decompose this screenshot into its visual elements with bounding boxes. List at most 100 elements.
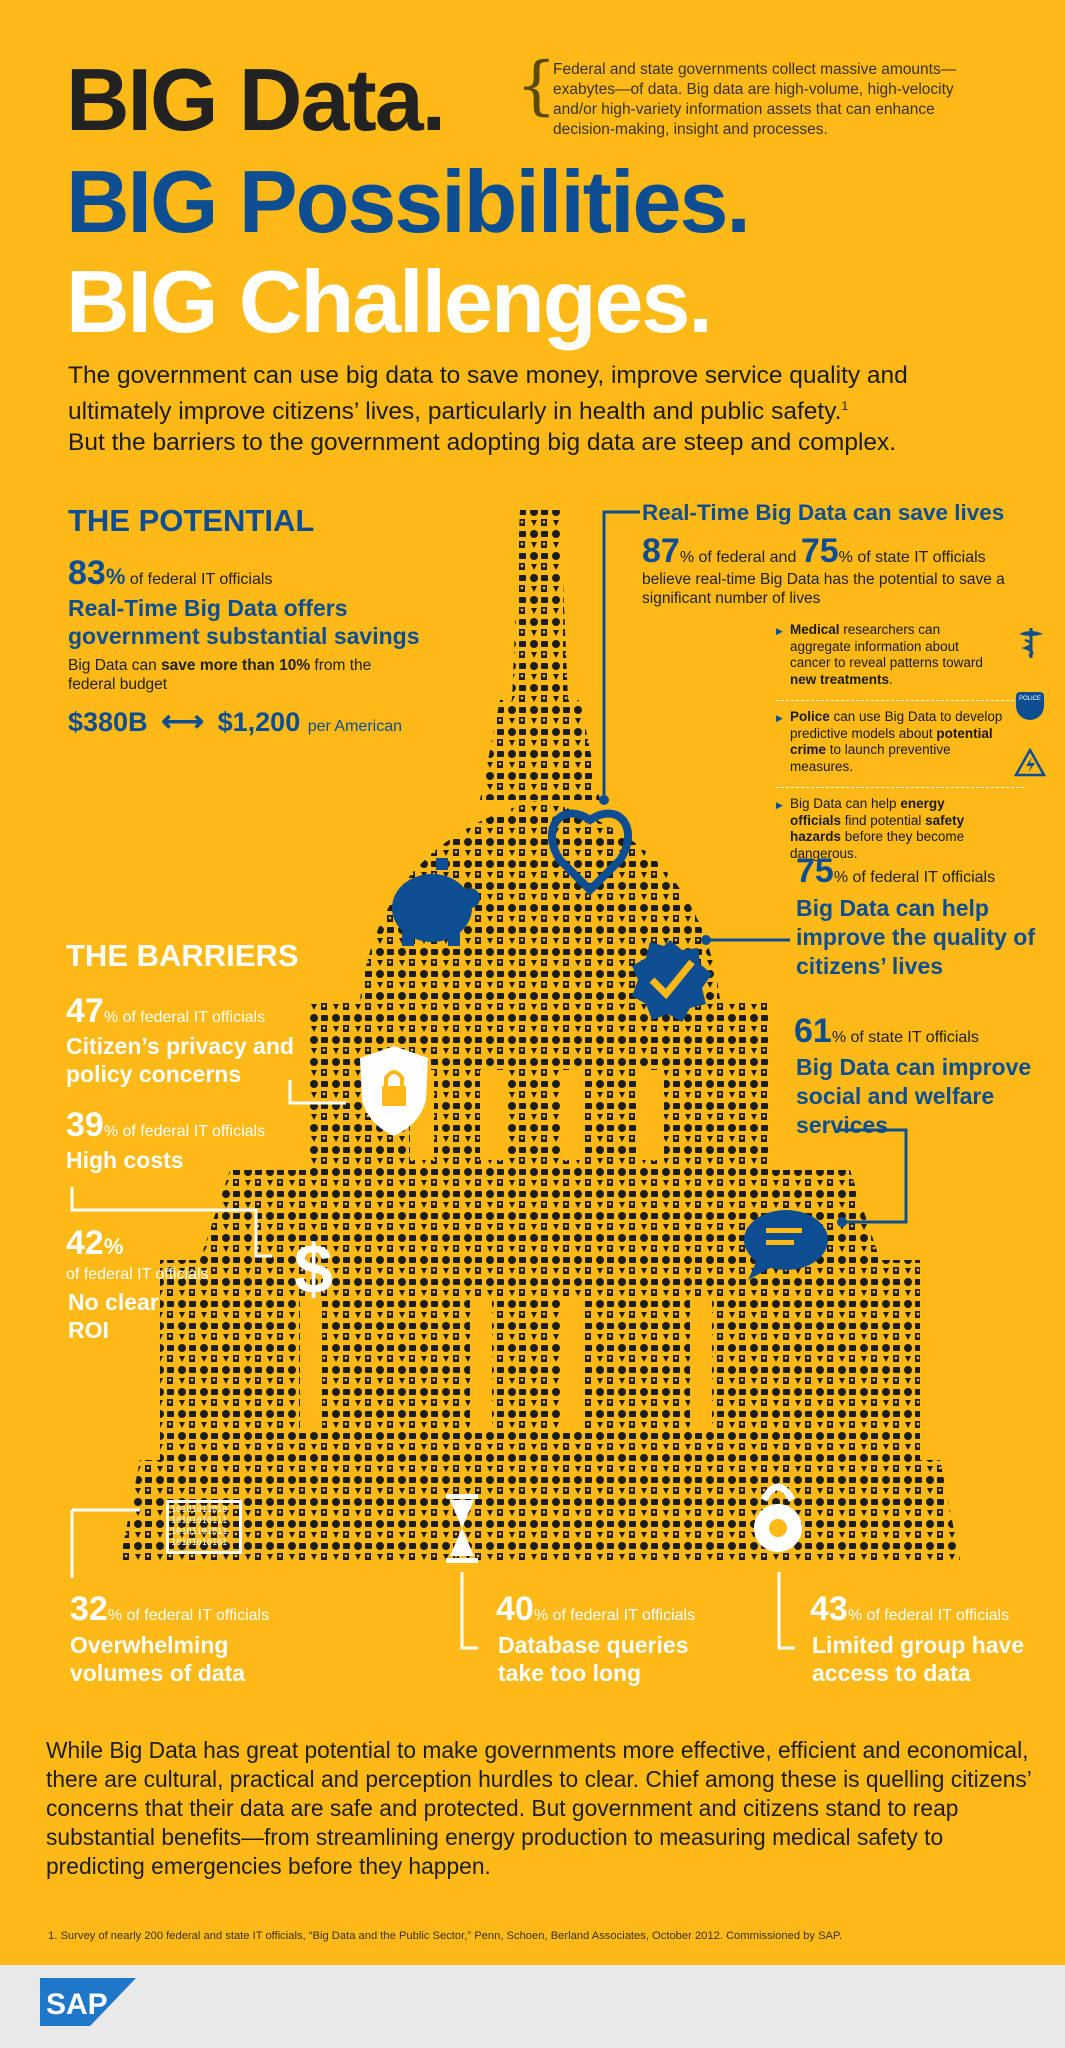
bullet-text: researchers can aggregate information ab…	[790, 622, 983, 670]
capitol-pillars	[300, 1070, 712, 1430]
binary-line: 10101010101	[171, 1538, 228, 1548]
barrier-stat-privacy: 47% of federal IT officials	[66, 992, 265, 1031]
amount-per-person: $1,200	[217, 707, 301, 737]
potential-title: THE POTENTIAL	[68, 503, 315, 538]
quality-pct-label: % of federal IT officials	[833, 869, 996, 886]
dollar-sign-icon: $	[294, 1230, 333, 1308]
hourglass-icon	[446, 1494, 478, 1563]
barrier-pct: 47	[66, 992, 104, 1030]
potential-detail-pre: Big Data can	[68, 657, 162, 674]
bullet-police: Police can use Big Data to develop predi…	[776, 709, 1006, 775]
barrier-claim-privacy: Citizen’s privacy and policy concerns	[66, 1033, 294, 1087]
save-lives-pct2: 75	[800, 532, 839, 570]
barrier-pct-label: % of federal IT officials	[847, 1607, 1010, 1624]
intro-side-text: Federal and state governments collect ma…	[553, 61, 957, 138]
binary-data-box: 10101011010 10101010111 10101101011 1010…	[166, 1500, 242, 1554]
barriers-title: THE BARRIERS	[66, 938, 299, 973]
bullet-divider	[776, 787, 1024, 788]
padlock-icon	[754, 1483, 802, 1552]
amount-suffix: per American	[307, 718, 402, 735]
bullet-text: .	[889, 671, 893, 687]
bullet-bold: potential crime	[790, 725, 993, 758]
barrier-stat-queries: 40% of federal IT officials	[496, 1590, 695, 1629]
save-lives-pct1: 87	[642, 532, 680, 570]
save-lives-stat: 87% of federal and 75% of state IT offic…	[642, 532, 986, 571]
potential-claim: Real-Time Big Data offers government sub…	[68, 595, 420, 649]
amount-total: $380B	[68, 707, 148, 737]
save-lives-pct2-label: % of state IT officials	[838, 549, 986, 566]
quality-pct: 75	[796, 852, 834, 890]
barrier-claim-costs: High costs	[66, 1147, 184, 1173]
lead-text-2: But the barriers to the government adopt…	[68, 429, 897, 457]
callout-dot	[837, 1217, 847, 1227]
barrier-claim-queries: Database queries take too long	[498, 1632, 689, 1686]
barrier-pct: 42	[66, 1224, 104, 1262]
potential-amounts: $380B ⟷ $1,200 per American	[68, 704, 402, 739]
brace-decoration: {	[516, 49, 557, 123]
conclusion-paragraph: While Big Data has great potential to ma…	[46, 1737, 1032, 1879]
barrier-pct: 39	[66, 1106, 104, 1144]
bullet-bold: energy officials	[790, 796, 945, 828]
bullet-text: can use Big Data to develop predictive m…	[790, 709, 1003, 741]
headline-big-possibilities: BIG Possibilities.	[66, 152, 751, 251]
barrier-stat-volume: 32% of federal IT officials	[70, 1590, 269, 1629]
warning-icon	[1014, 748, 1046, 777]
footnote: 1. Survey of nearly 200 federal and stat…	[48, 1930, 843, 1942]
barrier-claim-roi: No clear ROI	[68, 1289, 159, 1343]
barrier-stat-costs: 39% of federal IT officials	[66, 1106, 265, 1145]
bullet-bold: Medical	[790, 622, 840, 637]
lead-paragraph: The government can use big data to save …	[68, 360, 1018, 458]
potential-detail: Big Data can save more than 10% from the…	[68, 656, 408, 694]
sap-logo-text: SAP	[46, 1988, 108, 2021]
potential-pct-sign: %	[105, 564, 126, 589]
barrier-stat-roi: 42%	[66, 1224, 123, 1263]
bullet-text: before they become dangerous.	[790, 829, 965, 861]
bullet-bold: new treatments	[790, 671, 890, 687]
potential-stat: 83% of federal IT officials	[68, 554, 272, 593]
police-badge-icon: POLICE	[1016, 692, 1044, 720]
bullet-energy: Big Data can help energy officials find …	[776, 796, 991, 862]
bullet-divider	[776, 700, 1024, 701]
barrier-pct-sign: %	[103, 1234, 124, 1259]
speech-bubble-icon	[744, 1210, 828, 1280]
bullet-text: find potential	[841, 812, 926, 828]
potential-pct: 83	[68, 554, 106, 592]
checkmark-badge-icon	[632, 940, 712, 1022]
quality-stat: 75% of federal IT officials	[796, 852, 995, 891]
caduceus-icon	[1019, 628, 1043, 658]
barrier-sub-roi: of federal IT officials	[66, 1266, 209, 1283]
bullet-bold: safety hazards	[790, 812, 965, 845]
shield-lock-icon	[360, 1046, 428, 1136]
heart-icon	[547, 809, 633, 896]
save-lives-body: believe real-time Big Data has the poten…	[642, 571, 1005, 607]
bullet-text: to launch preventive measures.	[790, 742, 951, 774]
lead-footnote-ref: 1	[841, 399, 849, 413]
bullet-text: Big Data can help	[790, 796, 901, 811]
welfare-claim: Big Data can improve social and welfare …	[796, 1054, 1032, 1138]
save-lives-pct1-label: % of federal and	[679, 549, 797, 566]
save-lives-bullets: Medical researchers can aggregate inform…	[776, 622, 1026, 874]
barrier-pct-label: % of federal IT officials	[533, 1607, 696, 1624]
barrier-claim-volume: Overwhelming volumes of data	[70, 1632, 246, 1686]
callout-dot	[599, 795, 609, 805]
barrier-stat-access: 43% of federal IT officials	[810, 1590, 1009, 1629]
bullet-bold: Police	[790, 709, 830, 724]
binary-line: 10101010111	[171, 1516, 228, 1526]
welfare-pct: 61	[794, 1012, 832, 1050]
bullet-medical: Medical researchers can aggregate inform…	[776, 622, 991, 688]
barrier-pct: 32	[70, 1590, 108, 1628]
piggy-bank-icon	[392, 858, 480, 946]
quality-claim: Big Data can help improve the quality of…	[796, 895, 1035, 979]
binary-line: 10101011010	[171, 1505, 228, 1515]
footer-bar	[0, 1965, 1065, 2048]
welfare-pct-label: % of state IT officials	[831, 1029, 979, 1046]
barrier-pct: 43	[810, 1590, 848, 1628]
barrier-claim-access: Limited group have access to data	[812, 1632, 1025, 1686]
barrier-pct-label: % of federal IT officials	[103, 1123, 266, 1140]
welfare-stat: 61% of state IT officials	[794, 1012, 979, 1051]
barrier-pct-label: % of federal IT officials	[107, 1607, 270, 1624]
potential-detail-bold: save more than 10%	[161, 657, 311, 674]
double-arrow-icon: ⟷	[161, 705, 205, 738]
barrier-pct-label: % of federal IT officials	[103, 1009, 266, 1026]
binary-line: 10101101011	[171, 1527, 228, 1537]
